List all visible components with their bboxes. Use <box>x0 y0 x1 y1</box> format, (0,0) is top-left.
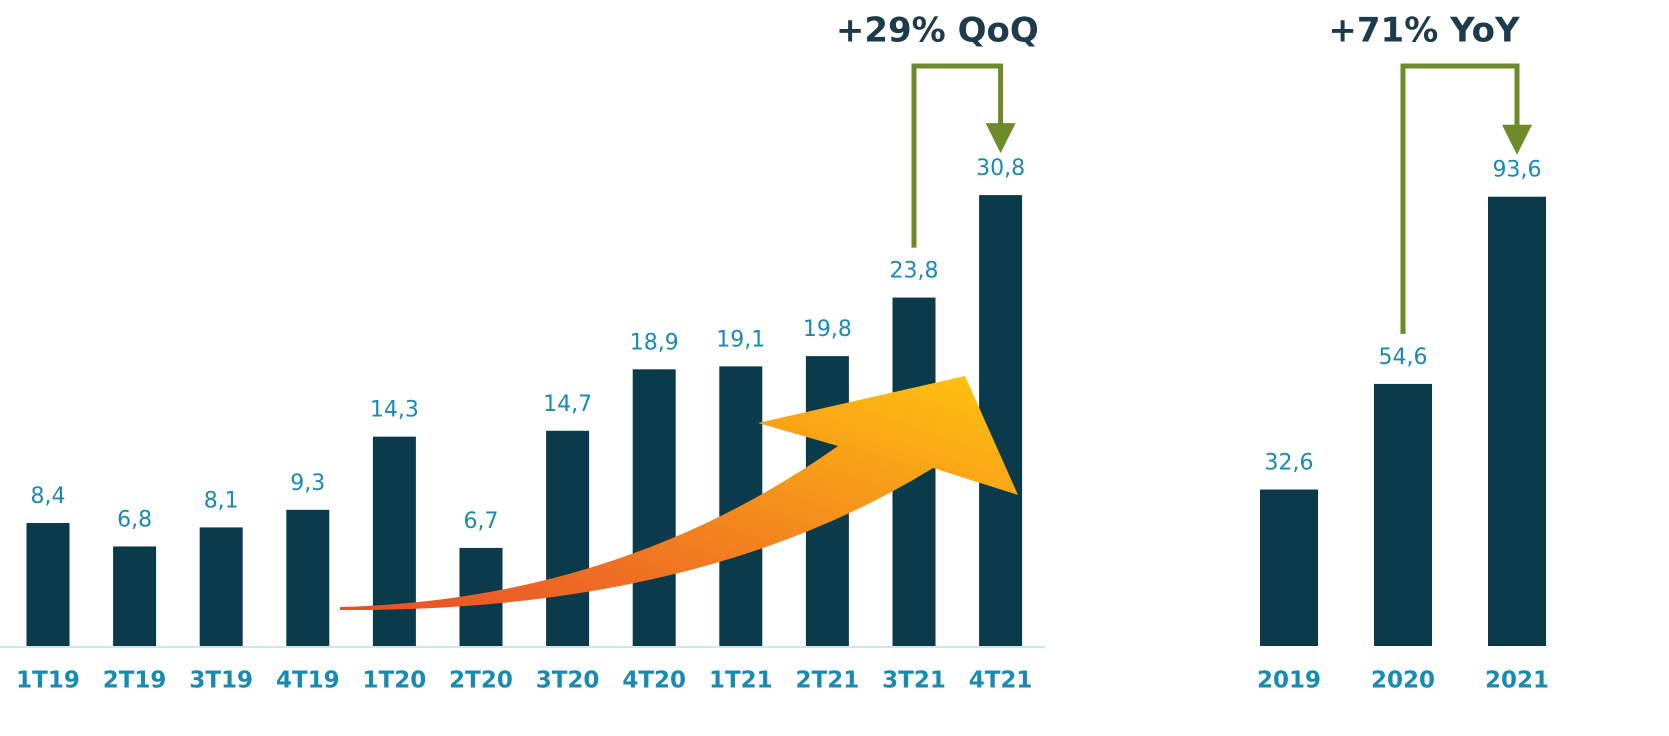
bar <box>546 430 590 646</box>
bracket-head <box>985 123 1016 154</box>
value-label: 32,6 <box>1265 451 1314 476</box>
value-label: 8,4 <box>31 484 66 509</box>
value-label: 93,6 <box>1493 158 1542 183</box>
bar <box>632 369 676 646</box>
value-label: 9,3 <box>290 471 325 496</box>
value-label: 14,3 <box>370 398 419 423</box>
bar <box>199 527 243 646</box>
value-label: 19,1 <box>716 327 765 352</box>
bar <box>26 523 70 646</box>
bar <box>113 546 157 646</box>
value-label: 18,9 <box>630 330 679 355</box>
value-label: 6,8 <box>117 507 152 532</box>
annotation: +29% QoQ <box>836 11 1039 51</box>
x-tick-label: 1T19 <box>16 668 80 694</box>
x-tick-label: 3T19 <box>189 668 253 694</box>
x-tick-label: 4T20 <box>622 668 686 694</box>
x-tick-label: 2019 <box>1257 668 1321 694</box>
x-tick-label: 3T21 <box>882 668 946 694</box>
x-tick-label: 2021 <box>1485 668 1549 694</box>
bar <box>372 436 416 646</box>
bar <box>979 195 1023 646</box>
value-label: 14,7 <box>543 392 592 417</box>
value-label: 19,8 <box>803 317 852 342</box>
growth-arrow <box>340 376 1018 611</box>
comparison-bracket <box>911 63 1004 248</box>
x-tick-label: 4T21 <box>969 668 1033 694</box>
bracket-head <box>1502 124 1532 155</box>
value-label: 6,7 <box>464 509 499 534</box>
value-label: 23,8 <box>890 259 939 284</box>
bar <box>1260 489 1318 646</box>
annotation: +71% YoY <box>1328 11 1520 51</box>
bar <box>1488 196 1546 646</box>
x-tick-label: 2T21 <box>796 668 860 694</box>
x-tick-label: 2020 <box>1371 668 1435 694</box>
overlay: +29% QoQ +71% YoY <box>836 11 1532 334</box>
value-label: 8,1 <box>204 488 239 513</box>
x-tick-label: 3T20 <box>536 668 600 694</box>
comparison-bracket <box>1400 63 1520 334</box>
value-label: 54,6 <box>1379 345 1428 370</box>
x-tick-label: 2T19 <box>103 668 167 694</box>
x-tick-label: 1T20 <box>363 668 427 694</box>
value-label: 30,8 <box>976 156 1025 181</box>
bar <box>1374 383 1432 646</box>
x-tick-label: 4T19 <box>276 668 340 694</box>
x-tick-label: 1T21 <box>709 668 773 694</box>
bar <box>286 509 330 646</box>
x-tick-label: 2T20 <box>449 668 513 694</box>
